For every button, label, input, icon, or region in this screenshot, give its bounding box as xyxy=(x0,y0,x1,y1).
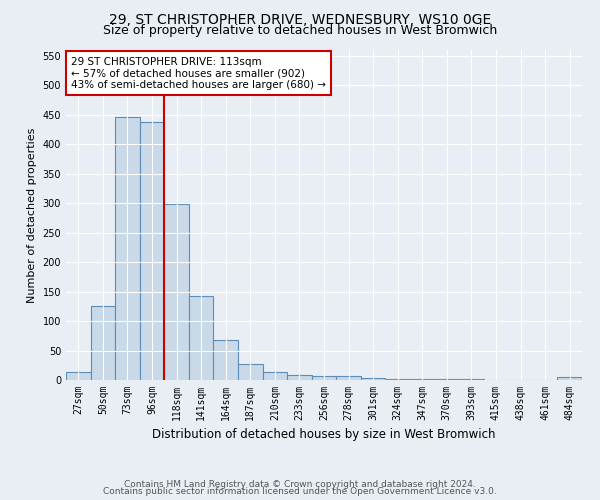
Text: 29 ST CHRISTOPHER DRIVE: 113sqm
← 57% of detached houses are smaller (902)
43% o: 29 ST CHRISTOPHER DRIVE: 113sqm ← 57% of… xyxy=(71,56,326,90)
Text: Contains HM Land Registry data © Crown copyright and database right 2024.: Contains HM Land Registry data © Crown c… xyxy=(124,480,476,489)
Bar xyxy=(140,122,164,380)
Bar xyxy=(287,374,312,380)
Bar xyxy=(312,376,336,380)
Bar xyxy=(385,379,410,380)
Bar xyxy=(238,364,263,380)
Y-axis label: Number of detached properties: Number of detached properties xyxy=(27,128,37,302)
Bar xyxy=(91,306,115,380)
Bar xyxy=(164,204,189,380)
Bar xyxy=(361,378,385,380)
Bar xyxy=(66,372,91,380)
Bar xyxy=(557,377,582,380)
X-axis label: Distribution of detached houses by size in West Bromwich: Distribution of detached houses by size … xyxy=(152,428,496,442)
Bar xyxy=(115,116,140,380)
Text: Contains public sector information licensed under the Open Government Licence v3: Contains public sector information licen… xyxy=(103,487,497,496)
Bar xyxy=(263,372,287,380)
Bar xyxy=(336,376,361,380)
Bar xyxy=(214,340,238,380)
Text: 29, ST CHRISTOPHER DRIVE, WEDNESBURY, WS10 0GE: 29, ST CHRISTOPHER DRIVE, WEDNESBURY, WS… xyxy=(109,12,491,26)
Text: Size of property relative to detached houses in West Bromwich: Size of property relative to detached ho… xyxy=(103,24,497,37)
Bar xyxy=(189,296,214,380)
